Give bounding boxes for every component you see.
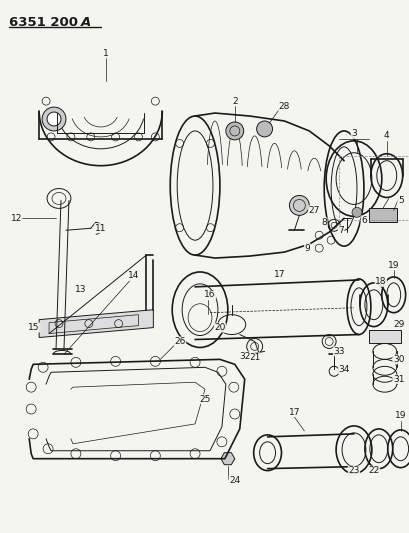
Text: 23: 23 — [348, 466, 359, 475]
Text: 15: 15 — [28, 323, 40, 332]
Text: 32: 32 — [238, 352, 250, 361]
Polygon shape — [220, 453, 234, 465]
Text: 31: 31 — [392, 375, 403, 384]
Circle shape — [47, 112, 61, 126]
Text: 6351 200: 6351 200 — [9, 15, 78, 29]
Text: 19: 19 — [394, 411, 405, 421]
Circle shape — [42, 107, 66, 131]
Text: 17: 17 — [273, 270, 285, 279]
Text: 11: 11 — [95, 224, 106, 233]
Text: 34: 34 — [337, 365, 349, 374]
Text: 25: 25 — [199, 394, 210, 403]
Text: 17: 17 — [288, 408, 299, 416]
Text: 9: 9 — [304, 244, 310, 253]
Bar — [368, 208, 396, 222]
Polygon shape — [39, 310, 153, 337]
Text: 18: 18 — [374, 277, 386, 286]
Text: 2: 2 — [231, 96, 237, 106]
Text: 19: 19 — [387, 261, 398, 270]
Text: 20: 20 — [213, 323, 225, 332]
Text: A: A — [81, 15, 91, 29]
Text: 30: 30 — [392, 355, 403, 364]
Circle shape — [289, 196, 308, 215]
Circle shape — [351, 207, 361, 217]
Text: 13: 13 — [75, 285, 86, 294]
Text: 5: 5 — [397, 196, 402, 205]
Circle shape — [225, 122, 243, 140]
Text: 7: 7 — [337, 226, 343, 235]
Text: 12: 12 — [11, 214, 22, 223]
Text: 8: 8 — [321, 218, 326, 227]
Text: 14: 14 — [128, 271, 139, 280]
Text: 22: 22 — [367, 466, 379, 475]
Text: 4: 4 — [383, 132, 389, 140]
Bar — [368, 329, 400, 343]
Circle shape — [256, 121, 272, 137]
Text: 16: 16 — [204, 290, 215, 300]
Text: 27: 27 — [308, 206, 319, 215]
Text: 3: 3 — [350, 130, 356, 139]
Text: 33: 33 — [333, 347, 344, 356]
Text: 21: 21 — [248, 353, 260, 362]
Text: 28: 28 — [278, 102, 290, 110]
Text: 1: 1 — [103, 49, 108, 58]
Text: 6: 6 — [360, 216, 366, 225]
Text: 26: 26 — [174, 337, 185, 346]
Text: 29: 29 — [392, 320, 403, 329]
Text: 24: 24 — [229, 476, 240, 485]
